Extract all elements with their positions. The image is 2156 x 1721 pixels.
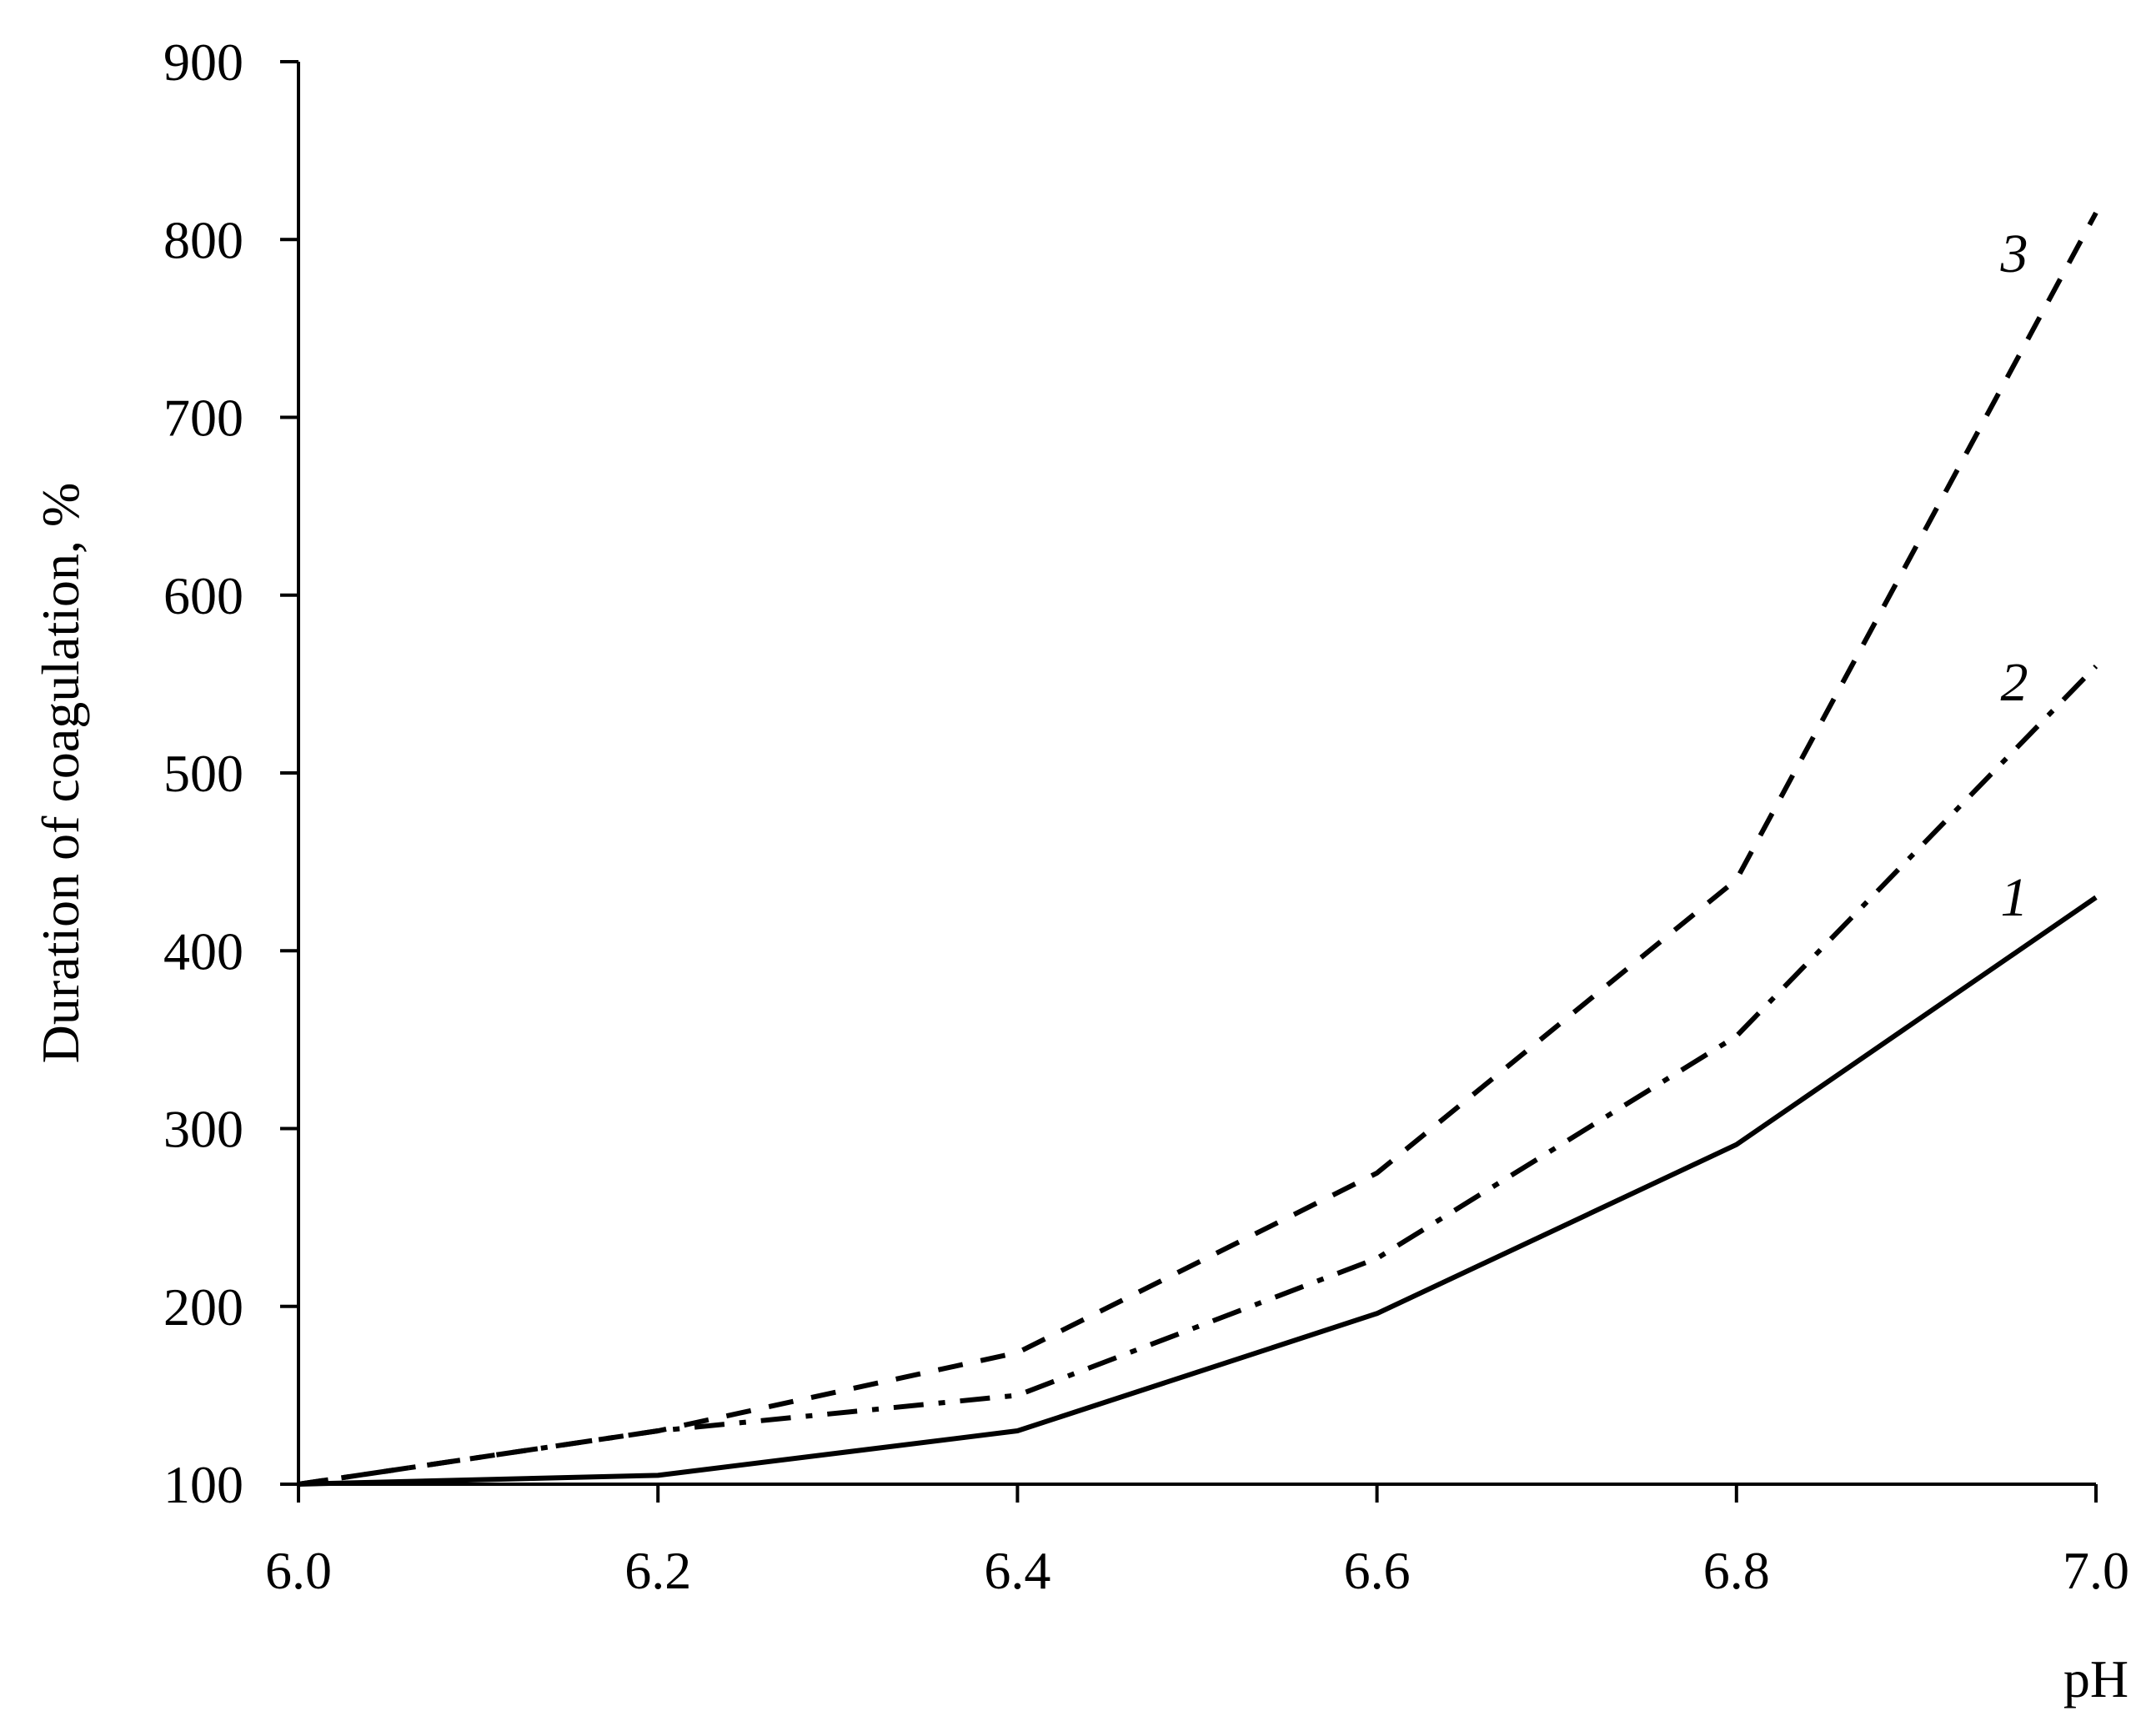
y-tick-label: 600: [163, 566, 243, 625]
y-tick-label: 400: [163, 921, 243, 981]
y-axis-title: Duration of coagulation, %: [31, 483, 90, 1064]
x-tick-label: 6.6: [1344, 1541, 1411, 1600]
series-line-3: [298, 211, 2098, 1487]
series-layer: [298, 211, 2098, 1487]
y-tick-label: 800: [163, 210, 243, 269]
axes: [297, 62, 2096, 1486]
y-tick-label: 700: [163, 389, 243, 448]
series-label-1: 1: [2001, 867, 2028, 928]
y-tick-label: 900: [163, 33, 243, 92]
series-labels: 1 2 3: [2000, 223, 2028, 928]
x-tick-label: 6.8: [1703, 1541, 1770, 1600]
x-tick-label: 6.0: [265, 1541, 332, 1600]
y-tick-label: 100: [163, 1455, 243, 1514]
x-tick-label: 6.2: [624, 1541, 691, 1600]
x-ticks: 6.0 6.2 6.4 6.6 6.8 7.0: [265, 1484, 2129, 1600]
y-tick-label: 200: [163, 1277, 243, 1337]
series-label-2: 2: [2001, 652, 2028, 713]
series-line-1: [298, 895, 2098, 1487]
series-line-2: [298, 664, 2098, 1487]
series-label-3: 3: [2000, 223, 2028, 284]
x-axis-title: pH: [2063, 1649, 2128, 1708]
y-tick-label: 300: [163, 1100, 243, 1159]
y-ticks: 100 200 300 400 500 600 700 800 900: [163, 33, 298, 1514]
y-tick-label: 500: [163, 744, 243, 803]
x-tick-label: 7.0: [2063, 1541, 2129, 1600]
x-tick-label: 6.4: [984, 1541, 1050, 1600]
